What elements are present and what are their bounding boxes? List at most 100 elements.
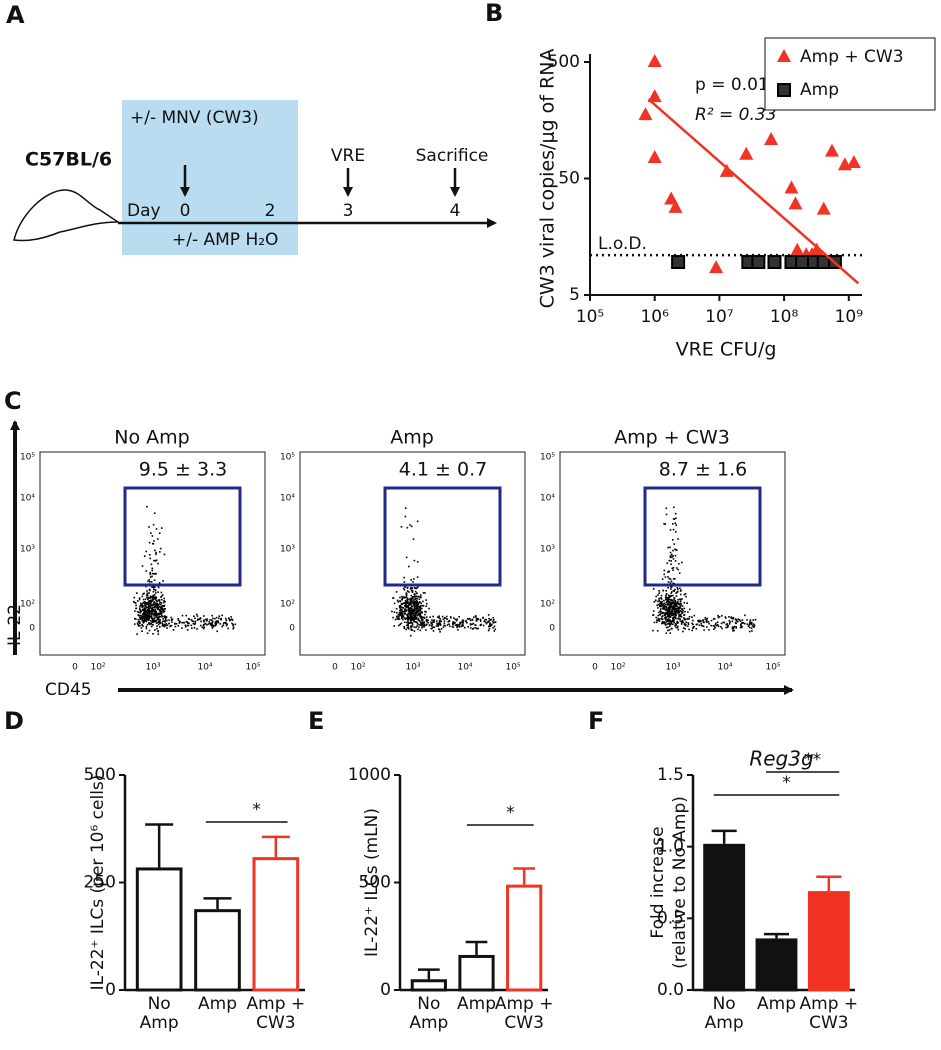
event-dot: [158, 605, 161, 608]
event-dot: [398, 613, 400, 616]
event-dot: [677, 606, 680, 609]
event-dot: [733, 626, 735, 629]
event-dot: [660, 598, 663, 600]
point: [719, 163, 734, 177]
event-dot: [161, 610, 163, 613]
event-dot: [196, 619, 199, 621]
event-dot: [681, 605, 684, 607]
point: [671, 254, 686, 269]
event-dot: [653, 621, 656, 624]
event-dot: [471, 628, 474, 630]
event-dot: [418, 598, 421, 601]
event-dot: [660, 611, 662, 613]
event-dot: [407, 610, 410, 612]
event-dot: [157, 616, 159, 618]
event-dot: [675, 607, 677, 610]
point: [790, 242, 805, 256]
event-dot: [399, 609, 401, 612]
event-dot: [411, 624, 414, 626]
event-dot: [177, 619, 180, 622]
event-dot: [442, 618, 445, 620]
event-dot: [415, 626, 417, 629]
event-dot: [660, 602, 662, 605]
event-dot: [150, 625, 153, 628]
event-dot: [479, 624, 482, 626]
event-dot: [419, 613, 421, 615]
event-dot: [662, 621, 664, 623]
event-dot: [151, 567, 154, 570]
event-dot: [156, 607, 158, 609]
event-dot: [730, 616, 733, 618]
x-tick-label: Amp: [198, 994, 237, 1014]
event-dot: [153, 598, 155, 600]
event-dot: [153, 606, 156, 608]
event-dot: [664, 523, 667, 525]
x-tick-label: 10⁷: [705, 307, 734, 327]
strain: C57BL/6: [25, 149, 112, 171]
event-dot: [412, 608, 415, 611]
event-dot: [164, 600, 166, 603]
event-dot: [676, 602, 678, 605]
event-dot: [192, 620, 195, 623]
event-dot: [147, 596, 150, 599]
event-dot: [657, 600, 659, 603]
flow-y-tick: 10⁴: [540, 494, 555, 504]
event-dot: [398, 624, 400, 627]
event-dot: [668, 620, 670, 622]
event-dot: [211, 627, 214, 629]
event-dot: [141, 603, 143, 606]
event-dot: [686, 617, 689, 620]
event-dot: [399, 604, 402, 607]
event-dot: [668, 608, 671, 611]
event-dot: [154, 610, 157, 612]
event-dot: [413, 559, 416, 562]
event-dot: [218, 617, 220, 620]
event-dot: [692, 627, 694, 629]
event-dot: [146, 616, 149, 618]
event-dot: [158, 599, 161, 601]
event-dot: [724, 616, 727, 618]
point: [638, 107, 653, 121]
event-dot: [677, 611, 679, 614]
event-dot: [422, 600, 424, 603]
event-dot: [407, 606, 409, 609]
event-dot: [411, 589, 414, 592]
event-dot: [665, 598, 667, 601]
event-dot: [692, 619, 694, 622]
event-dot: [148, 629, 151, 632]
event-dot: [688, 616, 691, 618]
event-dot: [422, 624, 424, 627]
event-dot: [181, 627, 183, 629]
event-dot: [677, 625, 679, 628]
event-dot: [663, 622, 666, 625]
x-tick-label: No Amp: [704, 994, 744, 1033]
event-dot: [710, 624, 712, 627]
event-dot: [140, 627, 143, 629]
event-dot: [145, 618, 148, 620]
event-dot: [490, 624, 493, 626]
event-dot: [680, 616, 683, 618]
event-dot: [688, 628, 690, 631]
event-dot: [665, 619, 667, 622]
event-dot: [410, 612, 413, 614]
event-dot: [670, 586, 672, 588]
event-dot: [668, 616, 670, 618]
event-dot: [449, 625, 451, 628]
event-dot: [137, 620, 140, 623]
event-dot: [671, 556, 673, 558]
event-dot: [153, 512, 156, 514]
flow-y-tick: 10⁴: [280, 494, 295, 504]
event-dot: [405, 628, 407, 631]
event-dot: [674, 609, 677, 611]
event-dot: [744, 622, 746, 625]
event-dot: [154, 598, 157, 601]
event-dot: [159, 547, 162, 550]
event-dot: [674, 601, 677, 604]
event-dot: [454, 618, 457, 621]
event-dot: [199, 617, 202, 620]
event-dot: [674, 611, 676, 614]
event-dot: [137, 623, 139, 626]
gate-value: 8.7 ± 1.6: [659, 459, 747, 481]
event-dot: [413, 626, 415, 628]
event-dot: [175, 623, 178, 625]
